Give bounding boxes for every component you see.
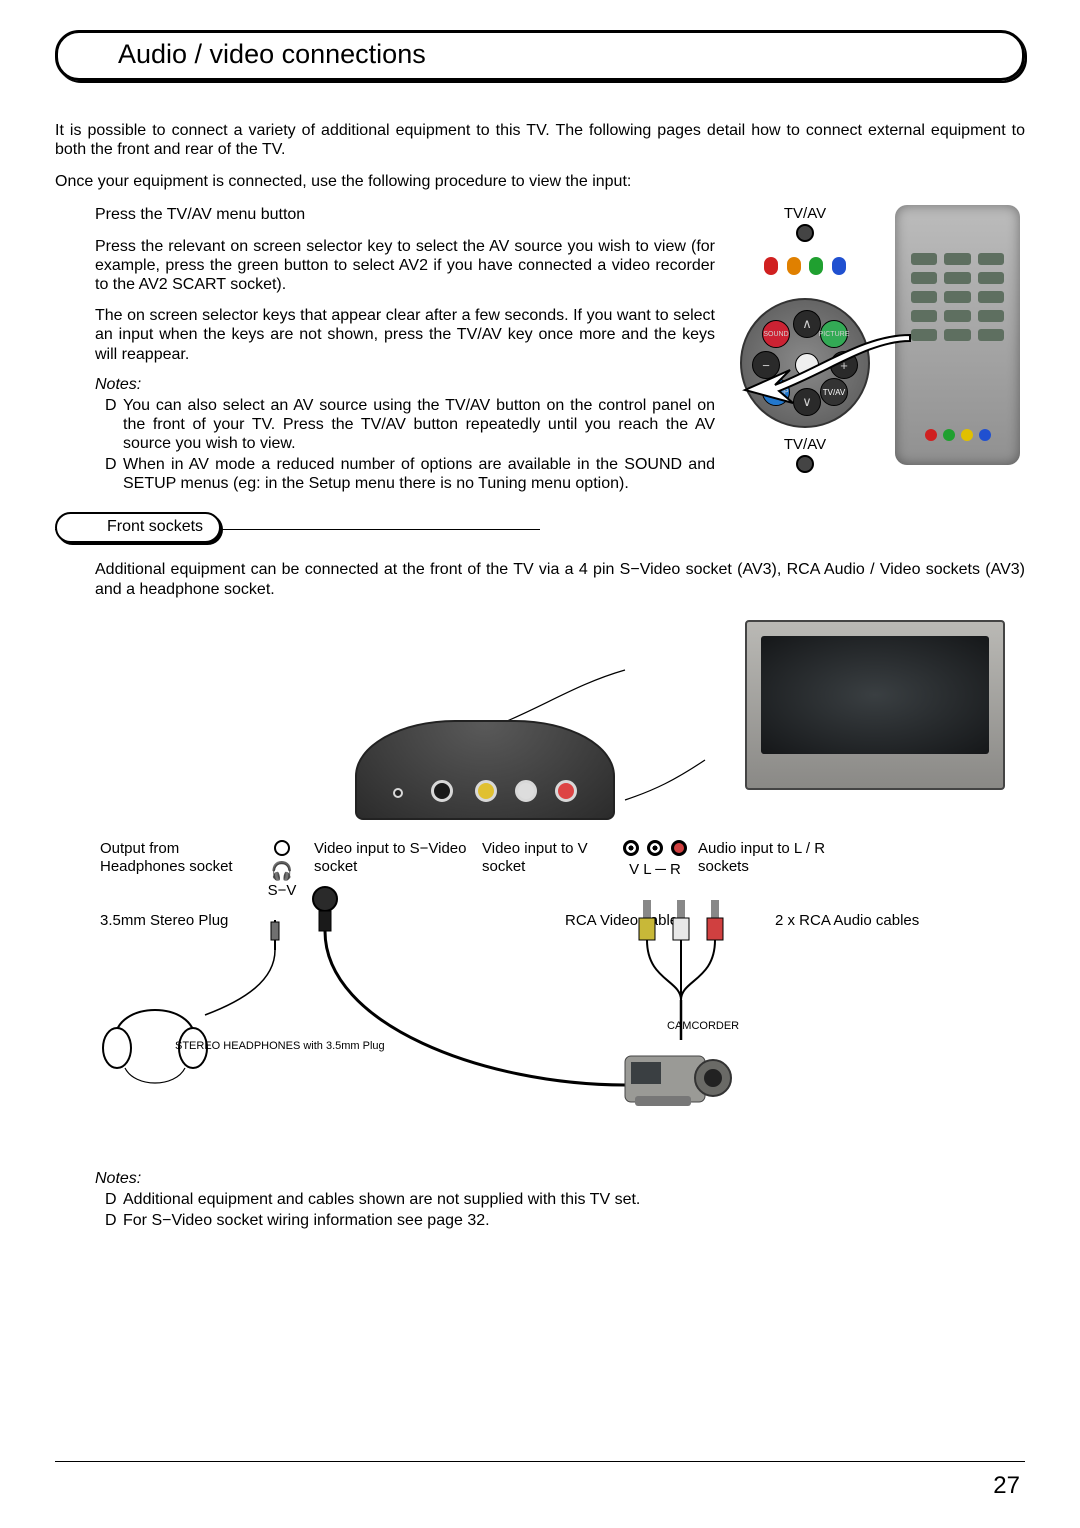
front-sockets-heading: Front sockets: [55, 512, 221, 543]
hp-jack-icon: 🎧: [271, 861, 293, 881]
bottom-notes: Notes: Additional equipment and cables s…: [55, 1170, 1025, 1230]
headphones-icon: [95, 920, 295, 1090]
step-press-menu: Press the TV/AV menu button: [95, 205, 715, 224]
camcorder-caption: CAMCORDER: [667, 1020, 739, 1032]
socket-panel-photo: [355, 720, 615, 820]
remote-photo-column: [895, 205, 1025, 493]
rca-r-ring-icon: [671, 840, 687, 856]
bottom-note-1: Additional equipment and cables shown ar…: [95, 1190, 1025, 1209]
vlr-text: V L ─ R: [620, 861, 690, 879]
green-button-icon: [809, 257, 823, 275]
bottom-note-2: For S−Video socket wiring information se…: [95, 1211, 1025, 1230]
note-2: When in AV mode a reduced number of opti…: [95, 455, 715, 493]
label-headphone-output: Output from Headphones socket: [55, 840, 250, 901]
sv-text: S−V: [268, 882, 297, 899]
rca-inline-icons: [623, 840, 687, 856]
step-keys-reappear: The on screen selector keys that appear …: [95, 306, 715, 364]
instructions-text: Press the TV/AV menu button Press the re…: [55, 205, 715, 493]
headphone-socket-icon: [393, 788, 403, 798]
front-sockets-heading-wrap: Front sockets: [55, 512, 1025, 546]
page-title: Audio / video connections: [118, 39, 1004, 70]
hp-outline-icon: [274, 840, 290, 856]
rca-plugs-icon: [635, 900, 755, 1040]
intro-paragraph-1: It is possible to connect a variety of a…: [55, 121, 1025, 159]
front-sockets-diagram: Output from Headphones socket 🎧 S−V Vide…: [55, 620, 1025, 1160]
audio-r-socket-icon: [555, 780, 577, 802]
audio-l-socket-icon: [515, 780, 537, 802]
bottom-notes-label: Notes:: [95, 1170, 1025, 1188]
red-button-icon: [764, 257, 778, 275]
video-socket-icon: [475, 780, 497, 802]
svideo-cable-icon: [305, 885, 645, 1105]
label-icons-hp-sv: 🎧 S−V: [258, 840, 306, 901]
rca-v-ring-icon: [623, 840, 639, 856]
label-rca-audio: 2 x RCA Audio cables: [775, 912, 919, 929]
tvav-bottom-button-icon: [796, 455, 814, 473]
remote-button-grid: [911, 253, 1004, 341]
label-audio-lr: Audio input to L / R sockets: [698, 840, 858, 901]
tvav-top-label: TV/AV: [735, 205, 875, 222]
rca-l-ring-icon: [647, 840, 663, 856]
page-title-capsule: Audio / video connections: [55, 30, 1025, 81]
color-buttons-row: [735, 257, 875, 280]
intro-paragraph-2: Once your equipment is connected, use th…: [55, 173, 1025, 191]
svideo-socket-icon: [431, 780, 453, 802]
note-1: You can also select an AV source using t…: [95, 396, 715, 454]
notes-label: Notes:: [95, 376, 715, 394]
camcorder-icon: [615, 1036, 745, 1116]
front-sockets-heading-text: Front sockets: [107, 518, 203, 535]
instructions-row: Press the TV/AV menu button Press the re…: [55, 205, 1025, 493]
front-sockets-text: Additional equipment can be connected at…: [95, 560, 1025, 600]
orange-button-icon: [787, 257, 801, 275]
blue-button-icon: [832, 257, 846, 275]
tvav-button-icon: [796, 224, 814, 242]
page-number: 27: [993, 1472, 1020, 1500]
tvav-top-block: TV/AV: [735, 205, 875, 280]
callout-arrow-icon: [715, 325, 915, 445]
step-select-source: Press the relevant on screen selector ke…: [95, 237, 715, 295]
page-rule: [55, 1461, 1025, 1462]
